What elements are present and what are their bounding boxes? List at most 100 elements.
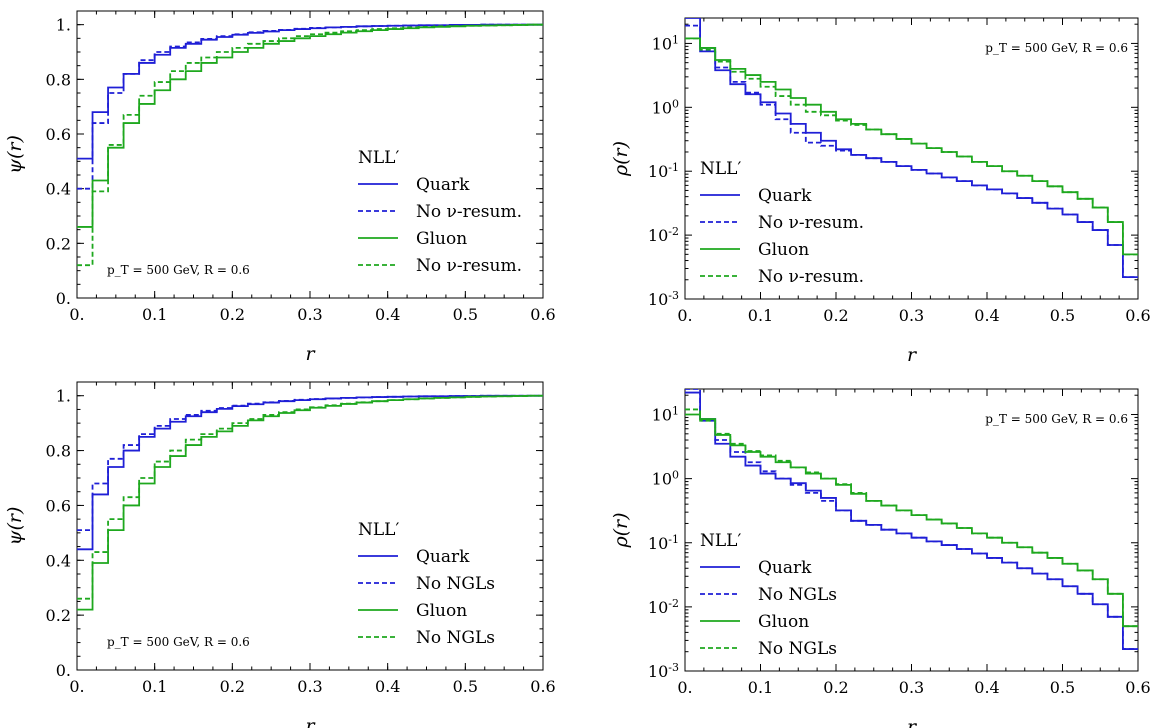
panel-bottom-right-xtick-label: 0.4: [974, 678, 999, 697]
panel-bottom-left-series-3-line: [77, 394, 543, 611]
panel-top-right-annotation: p_T = 500 GeV, R = 0.6: [985, 41, 1128, 55]
panel-bottom-left-ytick-label: 0.8: [46, 442, 71, 461]
panel-bottom-left-annotation: p_T = 500 GeV, R = 0.6: [107, 635, 250, 649]
panel-bottom-right-legend-entry: No NGLs: [758, 585, 837, 605]
panel-bottom-right-xtick-label: 0.2: [823, 678, 848, 697]
panel-top-right-legend: NLL′ Quark No ν-resum. Gluon No ν-resum.: [700, 159, 864, 287]
panel-top-left-legend-entry: Quark: [416, 175, 470, 195]
panel-top-right-series-3-line: [685, 37, 1138, 256]
panel-top-right-series-1-line: [685, 18, 1138, 279]
panel-top-left-frame: [76, 10, 544, 299]
panel-bottom-right-xtick-label: 0.1: [748, 678, 773, 697]
panel-bottom-right-ytick-label: 10-1: [648, 532, 679, 553]
panel-top-left-ytick-label: 0.: [56, 289, 71, 308]
panel-top-left-xtick-label: 0.3: [297, 305, 322, 324]
panel-top-left-xtick-label: 0.5: [453, 305, 478, 324]
panel-bottom-left-legend-entry: Quark: [416, 547, 470, 567]
panel-top-right-xtick-label: 0.4: [974, 306, 999, 325]
panel-top-right-legend-entry: Quark: [758, 186, 812, 206]
panel-bottom-right-annotation: p_T = 500 GeV, R = 0.6: [985, 412, 1128, 426]
panel-bottom-right-ytick-label: 10-3: [648, 661, 679, 682]
panel-bottom-left-ytick-label: 0.2: [46, 606, 71, 625]
panel-bottom-left-series-4-line: [77, 394, 543, 600]
panel-bottom-right-legend-entry: Quark: [758, 558, 812, 578]
panel-top-right-xtick-label: 0.3: [899, 306, 924, 325]
panel-top-right-xtick-label: 0.5: [1050, 306, 1075, 325]
panel-top-left-ytick-label: 0.8: [46, 70, 71, 89]
panel-bottom-left-ytick-label: 0.: [56, 661, 71, 680]
panel-bottom-left-ytick-label: 1.: [56, 387, 71, 406]
panel-bottom-right: 0. 0.1 0.2 0.3 0.4 0.5 0.6 10-3 10-2 10-1 100 101 r ρ…: [610, 388, 1151, 728]
panel-top-left-legend-entry: No ν-resum.: [416, 256, 522, 276]
panel-bottom-left-xtick-label: 0.1: [142, 677, 167, 696]
panel-bottom-left-xtick-label: 0.2: [220, 677, 245, 696]
panel-bottom-right-xlabel: r: [907, 716, 918, 728]
panel-bottom-right-frame: [684, 388, 1139, 672]
panel-bottom-left-xtick-label: 0.6: [530, 677, 555, 696]
panel-top-left-series-3-line: [77, 23, 543, 228]
panel-bottom-left-xtick-label: 0.: [69, 677, 84, 696]
panel-bottom-right-series-group: [685, 389, 1138, 650]
panel-bottom-left-xtick-label: 0.5: [453, 677, 478, 696]
panel-bottom-left: 0. 0.1 0.2 0.3 0.4 0.5 0.6 0. 0.2 0.4 0.6 0.8 1. r ψ(r…: [4, 381, 556, 728]
panel-top-left-legend: NLL′ Quark No ν-resum. Gluon No ν-resum.: [358, 148, 522, 276]
panel-bottom-left-series-1-line: [77, 394, 543, 551]
panel-bottom-left-legend-entry: Gluon: [416, 601, 467, 621]
panel-top-right-legend-entry: No ν-resum.: [758, 213, 864, 233]
panel-bottom-left-legend-entry: No NGLs: [416, 574, 495, 594]
panel-bottom-right-series-2-line: [685, 389, 1138, 650]
panel-top-left-series-group: [77, 23, 543, 267]
panel-top-left-xtick-label: 0.4: [375, 305, 400, 324]
panel-top-right-legend-entry: No ν-resum.: [758, 267, 864, 287]
panel-bottom-right-series-4-line: [685, 408, 1138, 628]
panel-top-right-xtick-label: 0.2: [823, 306, 848, 325]
panel-bottom-right-series-3-line: [685, 413, 1138, 628]
panel-bottom-left-xtick-label: 0.4: [375, 677, 400, 696]
panel-bottom-left-legend: NLL′ Quark No NGLs Gluon No NGLs: [358, 520, 495, 648]
panel-top-right-frame: [684, 17, 1139, 300]
panel-top-left-xtick-label: 0.1: [142, 305, 167, 324]
panel-bottom-right-xtick-label: 0.5: [1050, 678, 1075, 697]
panel-top-left-ytick-label: 0.4: [46, 180, 71, 199]
panel-top-left-ylabel: ψ(r): [4, 135, 26, 174]
panel-top-left: 0. 0.1 0.2 0.3 0.4 0.5 0.6 0. 0.2 0.4 0.6 0.8 1. r ψ(r…: [4, 10, 556, 365]
panel-bottom-right-legend-entry: No NGLs: [758, 639, 837, 659]
panel-bottom-left-xtick-label: 0.3: [297, 677, 322, 696]
panel-bottom-right-xtick-label: 0.6: [1125, 678, 1150, 697]
panel-top-left-xtick-label: 0.: [69, 305, 84, 324]
panel-top-left-annotation: p_T = 500 GeV, R = 0.6: [107, 263, 250, 277]
panel-top-right-legend-title: NLL′: [700, 159, 741, 179]
panel-bottom-left-series-group: [77, 394, 543, 611]
panel-top-left-legend-title: NLL′: [358, 148, 399, 168]
panel-top-right-xtick-label: 0.6: [1125, 306, 1150, 325]
panel-bottom-left-xlabel: r: [305, 715, 316, 728]
panel-bottom-right-legend-entry: Gluon: [758, 612, 809, 632]
panel-bottom-left-ytick-label: 0.6: [46, 496, 71, 515]
panel-bottom-right-xtick-label: 0.3: [899, 678, 924, 697]
panel-top-right-ytick-label: 10-1: [648, 161, 679, 182]
panel-top-right-legend-entry: Gluon: [758, 240, 809, 260]
panel-bottom-right-ytick-label: 10-2: [648, 596, 679, 617]
panel-top-right-ylabel: ρ(r): [610, 141, 632, 177]
panel-top-left-xlabel: r: [305, 343, 316, 365]
panel-bottom-right-legend-title: NLL′: [700, 531, 741, 551]
panel-bottom-left-legend-entry: No NGLs: [416, 628, 495, 648]
panel-bottom-left-frame: [76, 381, 544, 671]
panel-top-right-ytick-label: 10-3: [648, 289, 679, 310]
panel-top-left-xtick-label: 0.6: [530, 305, 555, 324]
panel-top-right-series-4-line: [685, 37, 1138, 256]
panel-bottom-right-xtick-label: 0.: [677, 678, 692, 697]
panel-top-right-ytick-label: 10-2: [648, 225, 679, 246]
panel-top-right: 0. 0.1 0.2 0.3 0.4 0.5 0.6 10-3 10-2 10-1 100 101 r ρ…: [610, 17, 1151, 366]
panel-top-right-series-group: [685, 18, 1138, 279]
panel-top-left-ytick-label: 1.: [56, 16, 71, 35]
panel-bottom-right-ytick-label: 100: [652, 468, 679, 489]
panel-bottom-right-series-1-line: [685, 391, 1138, 650]
panel-bottom-right-ytick-label: 101: [652, 404, 679, 425]
panel-top-right-series-2-line: [685, 24, 1138, 279]
panel-top-left-series-2-line: [77, 23, 543, 190]
panel-top-right-xlabel: r: [907, 344, 918, 366]
panel-top-left-ytick-label: 0.2: [46, 234, 71, 253]
panel-bottom-left-legend-title: NLL′: [358, 520, 399, 540]
